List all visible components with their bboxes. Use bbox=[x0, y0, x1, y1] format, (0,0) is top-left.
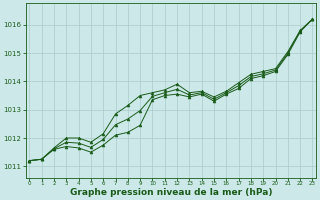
X-axis label: Graphe pression niveau de la mer (hPa): Graphe pression niveau de la mer (hPa) bbox=[70, 188, 272, 197]
